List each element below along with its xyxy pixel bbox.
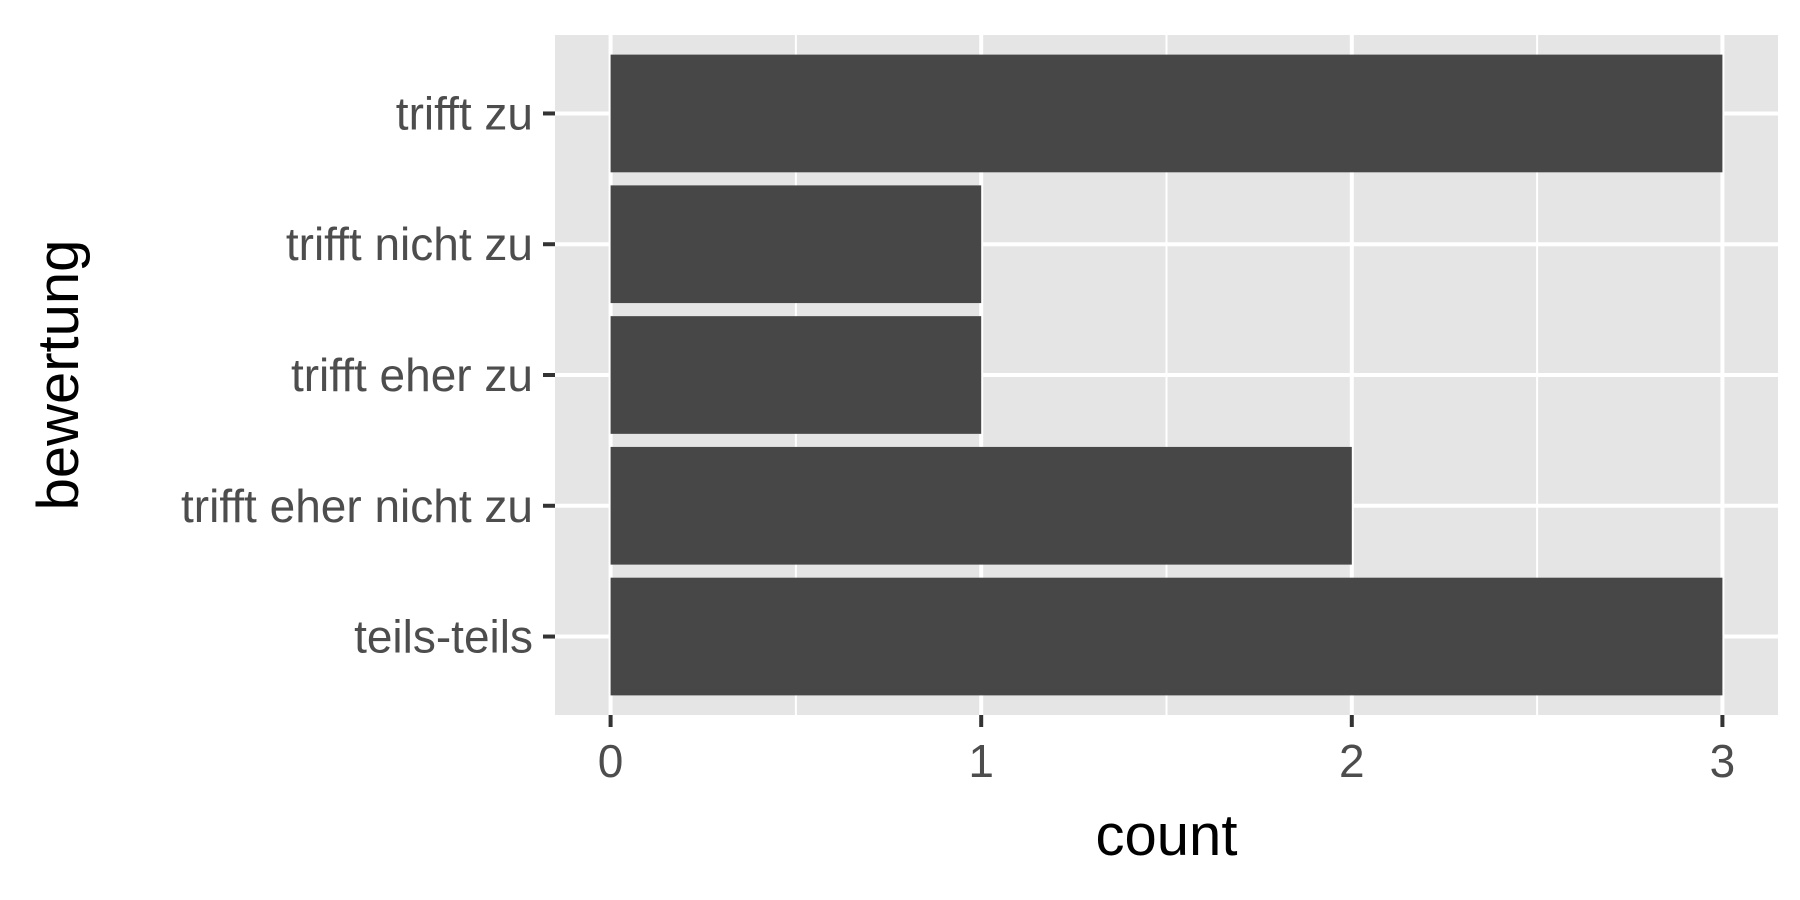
bar bbox=[610, 577, 1723, 696]
y-tick-label: trifft zu bbox=[396, 87, 533, 139]
y-tick-label: trifft eher zu bbox=[291, 349, 533, 401]
y-tick-label: teils-teils bbox=[354, 611, 533, 663]
bar bbox=[610, 316, 982, 434]
bar bbox=[610, 54, 1723, 173]
x-axis: 0 1 2 3 bbox=[598, 715, 1735, 787]
bar bbox=[610, 446, 1352, 565]
y-axis: trifft zu trifft nicht zu trifft eher zu tr… bbox=[181, 87, 555, 663]
y-tick-label: trifft eher nicht zu bbox=[181, 480, 533, 532]
x-tick-label: 0 bbox=[598, 735, 624, 787]
x-tick-label: 3 bbox=[1710, 735, 1736, 787]
bars bbox=[610, 54, 1723, 696]
x-tick-label: 2 bbox=[1339, 735, 1365, 787]
y-axis-title: bewertung bbox=[26, 240, 91, 511]
x-tick-label: 1 bbox=[968, 735, 994, 787]
x-axis-title: count bbox=[1096, 803, 1238, 868]
bar bbox=[610, 185, 982, 304]
y-tick-label: trifft nicht zu bbox=[286, 218, 533, 270]
